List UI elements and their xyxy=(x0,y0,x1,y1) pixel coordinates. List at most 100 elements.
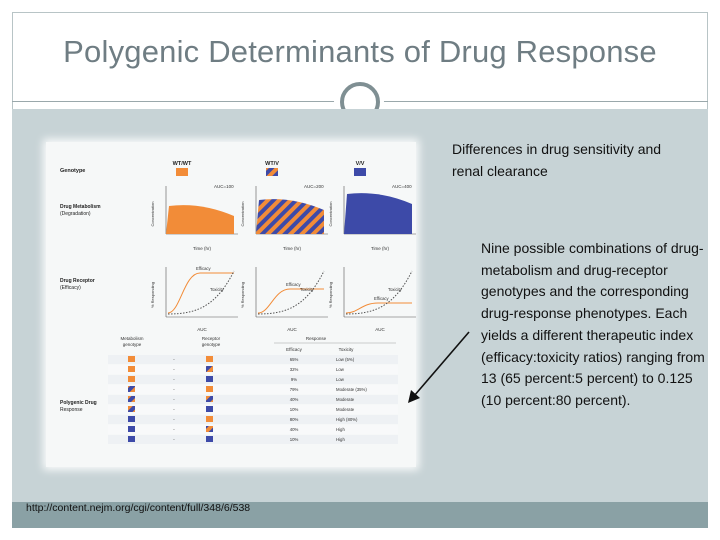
table-toxicity-0: Low (5%) xyxy=(336,357,355,362)
pointer-arrow xyxy=(408,331,470,403)
table-header-response: Response xyxy=(306,336,327,341)
table-row-bg-5 xyxy=(108,405,398,414)
table-toxicity-3: Moderate (35%) xyxy=(336,387,367,392)
metabolism-label: Drug Metabolism xyxy=(60,204,101,210)
table-recep-swatch-2 xyxy=(206,376,213,382)
efficacy-curve-label-2: Efficacy xyxy=(374,296,389,301)
time-xlabel-0: Time (hr) xyxy=(193,246,212,251)
table-efficacy-3: 79% xyxy=(290,387,299,392)
table-dash-6: - xyxy=(173,417,175,423)
receptor-sublabel: (Efficacy) xyxy=(60,285,81,291)
table-dash-3: - xyxy=(173,387,175,393)
toxicity-curve-0 xyxy=(167,270,235,315)
title-rule-right xyxy=(382,101,708,102)
table-row-bg-8 xyxy=(108,435,398,444)
table-header-receptor: Receptor xyxy=(202,336,221,341)
polygenic-label: Polygenic Drug xyxy=(60,400,97,406)
table-recep-swatch-8 xyxy=(206,436,213,442)
table-recep-swatch-1 xyxy=(206,366,213,372)
table-toxicity-6: High (80%) xyxy=(336,417,358,422)
table-efficacy-7: 40% xyxy=(290,427,299,432)
resp-ylabel-2: % Responding xyxy=(328,282,333,308)
table-header-metabolism: Metabolism xyxy=(120,336,143,341)
table-dash-7: - xyxy=(173,427,175,433)
conc-area-1 xyxy=(256,199,324,234)
polygenic-sublabel: Response xyxy=(60,407,83,413)
table-recep-swatch-3 xyxy=(206,386,213,392)
conc-area-2 xyxy=(344,193,412,234)
table-row-bg-6 xyxy=(108,415,398,424)
genotype-swatch-0 xyxy=(176,168,188,176)
table-dash-0: - xyxy=(173,357,175,363)
table-recep-swatch-5 xyxy=(206,406,213,412)
table-metab-swatch-3 xyxy=(128,386,135,392)
genotype-header-1: WT/V xyxy=(265,161,279,167)
toxicity-curve-label-0: Toxicity xyxy=(210,287,225,292)
toxicity-curve-label-1: Toxicity xyxy=(300,287,315,292)
table-efficacy-5: 10% xyxy=(290,407,299,412)
table-toxicity-7: High xyxy=(336,427,345,432)
text-nine-combinations: Nine possible combinations of drug-metab… xyxy=(481,240,705,408)
resp-ylabel-0: % Responding xyxy=(150,282,155,308)
auc-label-0: AUC=100 xyxy=(214,184,234,189)
table-row-bg-7 xyxy=(108,425,398,434)
table-efficacy-0: 65% xyxy=(290,357,299,362)
auc-xlabel-2: AUC xyxy=(375,327,385,332)
footer-bar xyxy=(12,502,708,528)
auc-xlabel-0: AUC xyxy=(197,327,207,332)
source-url: http://content.nejm.org/cgi/content/full… xyxy=(26,502,251,514)
table-dash-5: - xyxy=(173,407,175,413)
table-toxicity-8: High xyxy=(336,437,345,442)
table-row-bg-2 xyxy=(108,375,398,384)
table-row-bg-4 xyxy=(108,395,398,404)
table-row-bg-0 xyxy=(108,355,398,364)
table-dash-1: - xyxy=(173,367,175,373)
auc-xlabel-1: AUC xyxy=(287,327,297,332)
genotype-header-2: V/V xyxy=(356,161,365,167)
time-xlabel-1: Time (hr) xyxy=(283,246,302,251)
text-drug-sensitivity: Differences in drug sensitivity and rena… xyxy=(452,141,662,179)
table-dash-4: - xyxy=(173,397,175,403)
toxicity-curve-2 xyxy=(345,270,413,315)
table-metab-swatch-5 xyxy=(128,406,135,412)
title-rule-left xyxy=(12,101,338,102)
table-metab-swatch-0 xyxy=(128,356,135,362)
efficacy-curve-label-1: Efficacy xyxy=(286,282,301,287)
toxicity-curve-1 xyxy=(257,270,325,315)
metabolism-sublabel: (Degradation) xyxy=(60,211,91,217)
table-toxicity-5: Moderate xyxy=(336,407,355,412)
conc-area-0 xyxy=(166,205,234,234)
table-efficacy-2: 9% xyxy=(291,377,297,382)
table-row-bg-3 xyxy=(108,385,398,394)
table-metab-swatch-6 xyxy=(128,416,135,422)
table-metab-swatch-8 xyxy=(128,436,135,442)
table-recep-swatch-4 xyxy=(206,396,213,402)
table-metab-swatch-4 xyxy=(128,396,135,402)
table-header-toxicity: Toxicity xyxy=(339,347,355,352)
conc-ylabel-2: Concentration xyxy=(328,202,333,227)
table-efficacy-4: 40% xyxy=(290,397,299,402)
table-metab-swatch-2 xyxy=(128,376,135,382)
table-metab-swatch-1 xyxy=(128,366,135,372)
time-xlabel-2: Time (hr) xyxy=(371,246,390,251)
conc-ylabel-0: Concentration xyxy=(150,202,155,227)
auc-label-2: AUC=400 xyxy=(392,184,412,189)
slide-title: Polygenic Determinants of Drug Response xyxy=(63,34,657,69)
genotype-swatch-2 xyxy=(354,168,366,176)
table-header-efficacy: Efficacy xyxy=(286,347,302,352)
genotype-header-0: WT/WT xyxy=(173,161,192,167)
table-dash-8: - xyxy=(173,437,175,443)
figure-svg: Genotype Drug Metabolism(Degradation) Drug… xyxy=(60,161,416,444)
receptor-label: Drug Receptor xyxy=(60,278,95,284)
table-header-receptor-sub: genotype xyxy=(202,342,221,347)
resp-ylabel-1: % Responding xyxy=(240,282,245,308)
auc-label-1: AUC=200 xyxy=(304,184,324,189)
table-efficacy-8: 10% xyxy=(290,437,299,442)
table-efficacy-6: 80% xyxy=(290,417,299,422)
table-recep-swatch-0 xyxy=(206,356,213,362)
efficacy-curve-label-0: Efficacy xyxy=(196,266,211,271)
figure-image: Genotype Drug Metabolism (Degradation) Drug… xyxy=(46,142,416,467)
efficacy-curve-1 xyxy=(257,288,324,314)
toxicity-curve-label-2: Toxicity xyxy=(388,287,403,292)
table-efficacy-1: 32% xyxy=(290,367,299,372)
